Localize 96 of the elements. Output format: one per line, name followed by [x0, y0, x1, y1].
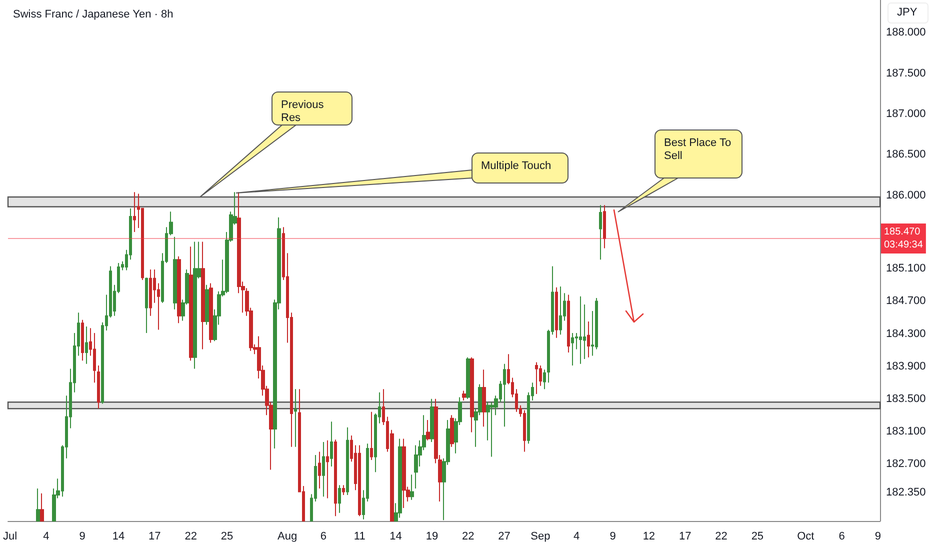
candlestick	[330, 421, 333, 467]
y-tick-label: 182.350	[886, 486, 926, 499]
candlestick	[426, 420, 430, 441]
annotation: Best Place To Sell	[664, 137, 732, 163]
x-tick-label: 22	[462, 530, 474, 542]
x-tick-label: 22	[715, 530, 728, 542]
x-tick-label: 27	[498, 530, 510, 542]
x-tick-label: 9	[874, 530, 882, 542]
candlestick	[173, 236, 177, 310]
x-tick-label: Sep	[530, 530, 550, 542]
candlestick	[133, 192, 136, 233]
candlestick	[410, 474, 414, 500]
x-tick-label: 12	[642, 530, 656, 542]
x-tick-label: 14	[390, 530, 402, 542]
y-tick-label: 186.000	[886, 189, 926, 202]
candlestick	[559, 286, 562, 336]
x-tick-label: 9	[79, 530, 86, 542]
candlestick	[81, 319, 84, 362]
candlestick	[358, 444, 361, 517]
candlestick	[334, 439, 337, 517]
x-tick-label: 25	[220, 530, 234, 542]
candlestick	[430, 398, 434, 443]
y-tick-label: 182.700	[886, 458, 926, 470]
y-tick-label: 186.500	[886, 148, 926, 161]
candlestick	[193, 241, 197, 370]
candlestick	[322, 442, 325, 498]
y-axis-title: JPY	[897, 6, 918, 18]
y-tick-label: 184.700	[886, 295, 926, 308]
x-tick-label: 4	[43, 530, 50, 542]
candlestick	[543, 369, 546, 390]
candlestick	[149, 268, 152, 316]
x-tick-label: Jul	[2, 530, 18, 542]
candlestick	[482, 369, 486, 428]
x-tick-label: 4	[574, 530, 580, 542]
candlestick	[326, 440, 329, 499]
x-tick-label: Aug	[277, 530, 298, 542]
speech-bubble: Previous Res	[199, 91, 353, 198]
y-tick-label: 187.000	[886, 108, 926, 120]
annotation: Multiple Touch	[481, 160, 552, 173]
y-tick-label: 185.100	[886, 262, 926, 275]
candlestick	[189, 246, 193, 362]
candlestick	[97, 365, 100, 410]
annotation: Previous Res	[281, 99, 325, 125]
candlestick	[579, 296, 582, 364]
y-tick-label: 183.100	[886, 425, 926, 438]
y-tick-label: 188.000	[886, 26, 926, 39]
candlestick	[414, 444, 418, 489]
candlestick	[346, 426, 349, 496]
candlestick	[450, 414, 454, 448]
candlestick	[40, 492, 44, 522]
candlestick	[535, 362, 538, 395]
x-tick-label: 9	[610, 530, 616, 542]
candlestick	[318, 451, 321, 489]
candlestick	[370, 411, 373, 460]
y-tick-label: 183.900	[886, 360, 926, 372]
candlestick	[555, 286, 558, 338]
candlestick	[177, 256, 181, 324]
candlestick	[571, 332, 574, 366]
candlestick	[599, 204, 602, 260]
candlestick	[36, 488, 40, 522]
candlestick	[503, 363, 506, 428]
candlestick	[587, 321, 590, 358]
candlestick	[470, 356, 474, 433]
candlestick	[402, 438, 406, 508]
speech-bubble: Best Place To Sell	[617, 129, 743, 213]
candlestick	[93, 332, 96, 384]
x-tick-label: 11	[354, 530, 366, 542]
candlestick	[145, 277, 148, 334]
candlestick	[462, 390, 466, 402]
x-tick-label: 6	[838, 530, 845, 542]
x-tick-label: 14	[112, 530, 125, 542]
x-tick-label: 6	[320, 530, 327, 542]
ref-line-label: 185.470 03:49:34	[884, 226, 924, 251]
x-tick-label: 25	[751, 530, 764, 542]
x-tick-label: 19	[426, 530, 438, 542]
candlestick	[603, 204, 606, 249]
candlestick	[201, 241, 205, 350]
x-tick-label: 22	[184, 530, 197, 542]
x-tick-label: 17	[678, 530, 692, 542]
candlestick	[466, 356, 470, 400]
y-tick-label: 183.500	[886, 392, 926, 405]
candlestick	[85, 326, 88, 364]
y-tick-label: 184.300	[886, 328, 926, 340]
candlestick	[398, 438, 402, 518]
x-tick-label: Oct	[797, 530, 814, 542]
y-tick-label: 187.500	[886, 67, 926, 80]
candlestick	[205, 284, 209, 326]
text: Swiss Franc / Japanese Yen · 8h	[13, 8, 174, 20]
candlestick	[338, 484, 341, 514]
speech-bubble: Multiple Touch	[235, 152, 569, 194]
x-tick-label: 17	[148, 530, 161, 542]
candlestick	[523, 410, 526, 452]
candlestick	[342, 484, 345, 496]
candlestick	[209, 282, 213, 344]
candlestick	[294, 388, 297, 448]
candlestick	[567, 294, 570, 353]
